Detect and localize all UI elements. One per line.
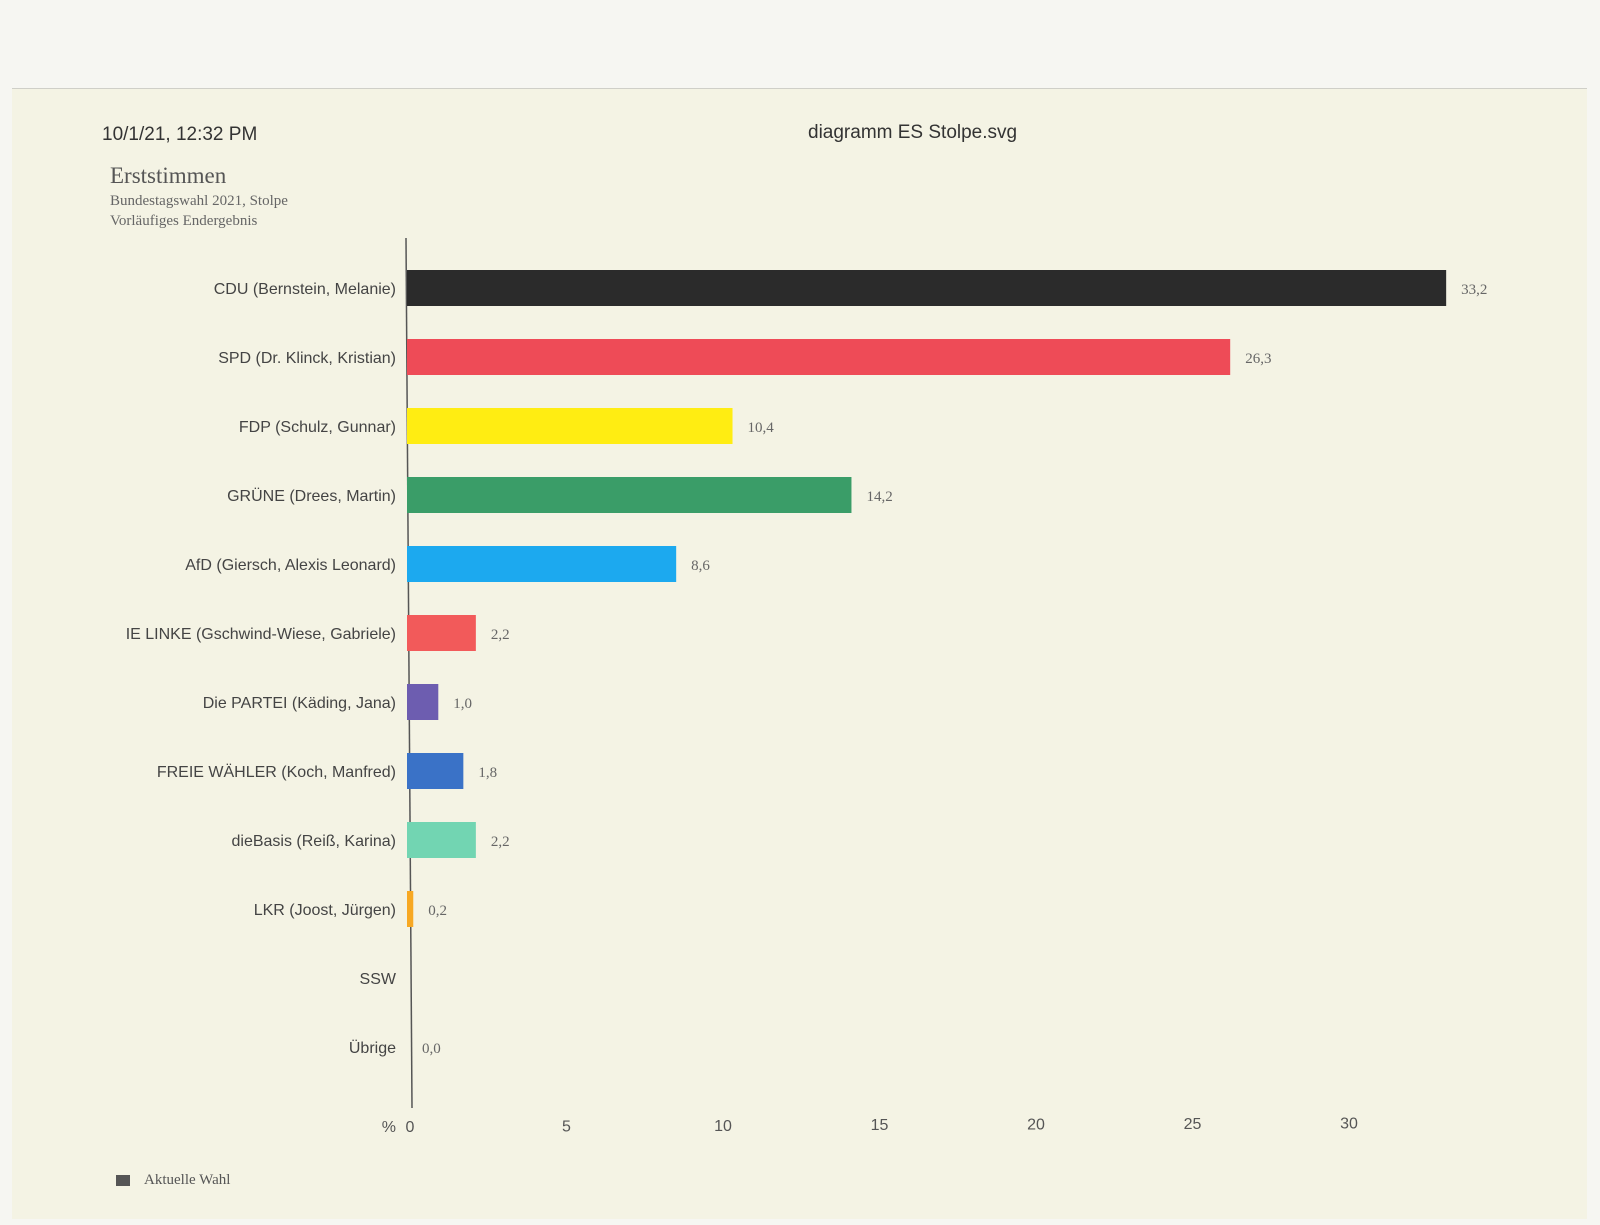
bar (407, 546, 677, 582)
category-label: Übrige (349, 1039, 396, 1057)
x-tick-label: 30 (1340, 1115, 1358, 1132)
category-label: FDP (Schulz, Gunnar) (239, 419, 396, 436)
bar (407, 477, 852, 513)
legend: Aktuelle Wahl (116, 1172, 230, 1189)
y-axis-line (405, 237, 413, 1109)
category-label: SSW (360, 971, 397, 988)
value-label: 1,8 (478, 765, 497, 781)
value-label: 2,2 (491, 627, 510, 643)
bar (407, 822, 476, 858)
bar (407, 684, 439, 720)
category-label: LKR (Joost, Jürgen) (254, 902, 396, 919)
category-label: CDU (Bernstein, Melanie) (214, 281, 396, 298)
category-label: dieBasis (Reiß, Karina) (232, 833, 397, 850)
bar (407, 615, 476, 651)
category-label: AfD (Giersch, Alexis Leonard) (185, 557, 396, 574)
chart-title: Erststimmen (110, 163, 227, 188)
value-label: 26,3 (1245, 351, 1271, 367)
x-tick-label: 20 (1027, 1117, 1045, 1134)
bar (407, 408, 733, 444)
legend-label: Aktuelle Wahl (144, 1172, 231, 1188)
x-tick-label: 0 (406, 1119, 415, 1136)
x-tick-label: 15 (871, 1117, 889, 1134)
value-label: 8,6 (691, 558, 710, 574)
value-label: 33,2 (1461, 282, 1487, 298)
category-label: IE LINKE (Gschwind-Wiese, Gabriele) (126, 626, 396, 643)
value-label: 10,4 (748, 420, 775, 436)
chart-subtitle-2: Vorläufiges Endergebnis (110, 213, 258, 229)
bar (407, 339, 1231, 375)
x-tick-label: 10 (714, 1118, 732, 1135)
legend-swatch (116, 1175, 130, 1186)
print-filename: diagramm ES Stolpe.svg (808, 122, 1018, 143)
bar (407, 891, 414, 927)
print-timestamp: 10/1/21, 12:32 PM (102, 124, 258, 145)
category-label: GRÜNE (Drees, Martin) (227, 487, 396, 505)
category-label: Die PARTEI (Käding, Jana) (203, 695, 396, 712)
bar (407, 753, 464, 789)
value-label: 1,0 (453, 696, 472, 712)
value-label: 14,2 (866, 489, 892, 505)
x-tick-label: 25 (1184, 1116, 1202, 1133)
chart-subtitle-1: Bundestagswahl 2021, Stolpe (110, 193, 288, 209)
category-label: FREIE WÄHLER (Koch, Manfred) (157, 763, 396, 781)
value-label: 2,2 (491, 834, 510, 850)
value-label: 0,0 (422, 1041, 441, 1057)
x-axis-label: % (382, 1119, 396, 1136)
bar (407, 270, 1447, 306)
x-tick-label: 5 (562, 1118, 571, 1135)
value-label: 0,2 (428, 903, 447, 919)
category-label: SPD (Dr. Klinck, Kristian) (218, 350, 396, 367)
